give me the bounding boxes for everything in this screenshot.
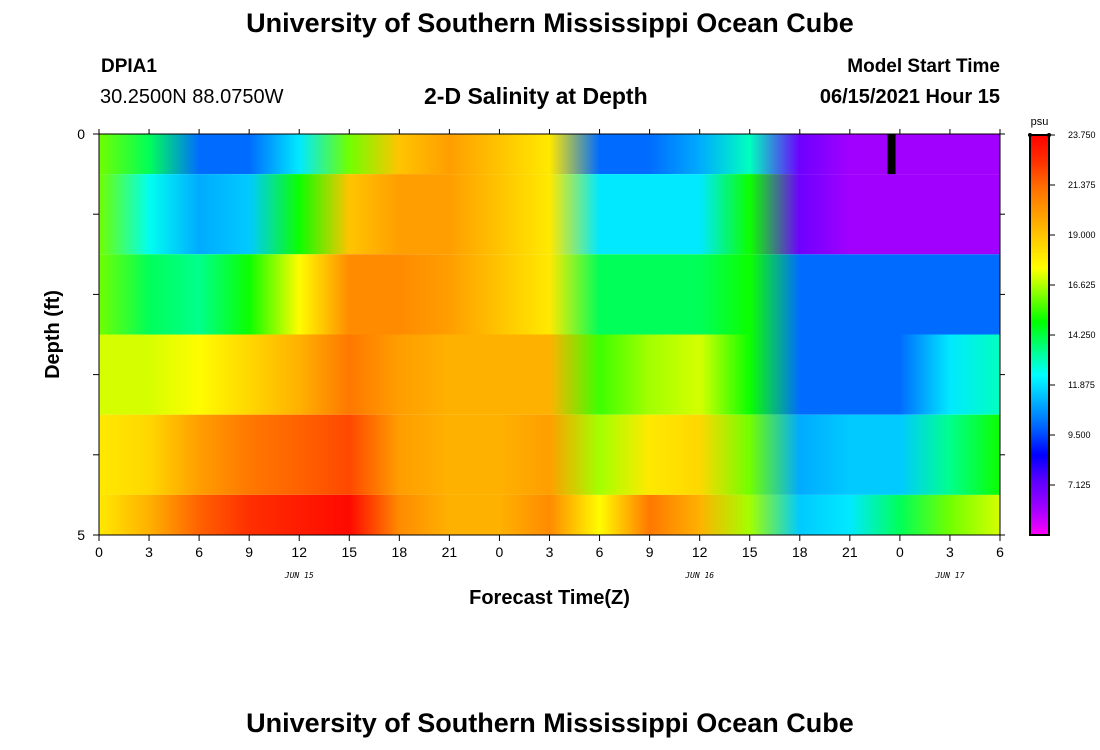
x-tick-label: 3 <box>145 544 153 560</box>
date-label: JUN 16 <box>684 571 714 580</box>
x-axis: 0 3 6 9 12 15 18 21 0 3 6 9 12 15 18 21 0 3 6 <box>95 129 1004 560</box>
y-tick-label: 5 <box>77 527 85 543</box>
colorbar <box>1029 134 1050 536</box>
colorbar-tick-label: 11.875 <box>1068 380 1095 390</box>
station-id: DPIA1 <box>101 56 157 77</box>
colorbar-tick-label: 14.250 <box>1068 330 1096 340</box>
heatmap-row-6 <box>99 494 1000 535</box>
model-start-value: 06/15/2021 Hour 15 <box>819 86 1000 108</box>
x-axis-title: Forecast Time(Z) <box>469 587 630 609</box>
chart-subtitle: 2-D Salinity at Depth <box>424 83 648 109</box>
x-tick-label: 21 <box>442 544 458 560</box>
model-start-label: Model Start Time <box>847 56 1000 77</box>
x-tick-label: 15 <box>341 544 357 560</box>
x-tick-label: 9 <box>245 544 253 560</box>
x-tick-label: 12 <box>291 544 307 560</box>
x-tick-label: 12 <box>692 544 708 560</box>
x-tick-label: 6 <box>596 544 604 560</box>
x-tick-label: 18 <box>792 544 808 560</box>
x-tick-label: 18 <box>392 544 408 560</box>
y-tick-label: 0 <box>77 126 85 142</box>
current-time-marker <box>887 134 896 175</box>
colorbar-tick-label: 19.000 <box>1068 230 1096 240</box>
colorbar-corner-dot <box>1028 133 1032 137</box>
date-label: JUN 17 <box>934 571 964 580</box>
heatmap-row-2 <box>99 174 1000 255</box>
x-tick-label: 21 <box>842 544 858 560</box>
y-axis: 05 <box>77 126 1005 543</box>
date-labels: JUN 15 JUN 16 JUN 17 <box>284 571 965 580</box>
x-tick-label: 0 <box>95 544 103 560</box>
heatmap-row-3 <box>99 254 1000 335</box>
heatmap-row-1 <box>99 134 1000 175</box>
colorbar-ticks: 23.750 21.375 19.000 16.625 14.250 11.875 9.50… <box>1028 130 1096 490</box>
x-tick-label: 3 <box>546 544 554 560</box>
colorbar-unit: psu <box>1031 116 1049 128</box>
colorbar-tick-label: 7.125 <box>1068 480 1091 490</box>
station-coordinates: 30.2500N 88.0750W <box>100 86 284 108</box>
colorbar-tick-label: 9.500 <box>1068 430 1091 440</box>
chart-title: University of Southern Mississippi Ocean… <box>246 8 854 38</box>
colorbar-tick-label: 23.750 <box>1068 130 1096 140</box>
colorbar-tick-label: 16.625 <box>1068 280 1096 290</box>
footer-title: University of Southern Mississippi Ocean… <box>246 708 854 738</box>
heatmap-row-5 <box>99 414 1000 495</box>
x-tick-label: 0 <box>896 544 904 560</box>
colorbar-tick-label: 21.375 <box>1068 180 1096 190</box>
date-label: JUN 15 <box>284 571 314 580</box>
x-tick-label: 3 <box>946 544 954 560</box>
x-tick-label: 9 <box>646 544 654 560</box>
x-tick-label: 6 <box>195 544 203 560</box>
x-tick-label: 0 <box>496 544 504 560</box>
y-axis-title: Depth (ft) <box>42 290 64 379</box>
heatmap-rows <box>99 134 1000 535</box>
x-tick-label: 15 <box>742 544 758 560</box>
x-tick-label: 6 <box>996 544 1004 560</box>
heatmap-row-4 <box>99 334 1000 415</box>
